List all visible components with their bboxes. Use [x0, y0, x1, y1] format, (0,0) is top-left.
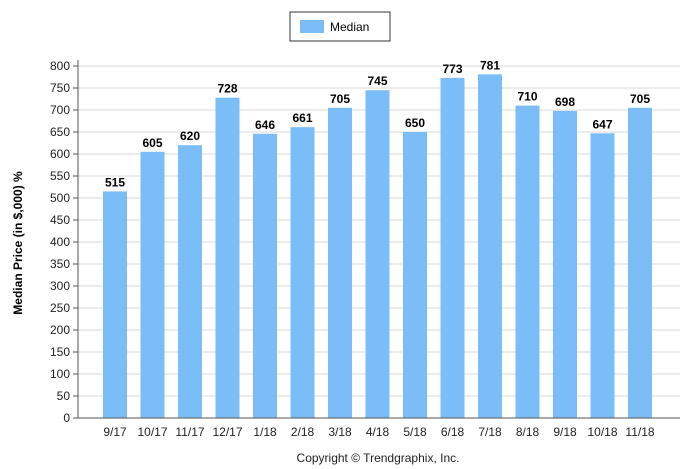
data-label-3-18: 705 [330, 92, 350, 106]
bar-12-17 [215, 97, 240, 419]
bar-7-18 [478, 74, 502, 419]
bar-9-17 [103, 191, 127, 418]
legend-swatch-median [300, 20, 324, 33]
data-label-9-17: 515 [105, 175, 125, 189]
y-axis: 0 50 100 150 200 250 300 350 400 450 500 550 600 650 7… [50, 59, 79, 425]
bar-2-18 [290, 127, 315, 418]
data-label-11-18: 705 [630, 92, 650, 106]
x-tick-label-11-17: 11/17 [175, 425, 204, 439]
bars [103, 74, 652, 419]
y-tick-label-700: 700 [50, 103, 70, 117]
data-label-4-18: 745 [367, 74, 387, 88]
y-tick-label-550: 550 [50, 169, 70, 183]
legend: Median [289, 11, 391, 42]
x-axis: 9/17 10/17 11/17 12/17 1/18 2/18 3/18 4/18 5/18 6… [78, 417, 680, 439]
bar-11-18 [628, 107, 652, 419]
bar-4-18 [365, 90, 390, 418]
x-tick-label-10-18: 10/18 [587, 425, 617, 439]
data-label-10-17: 605 [142, 136, 162, 150]
data-label-2-18: 661 [292, 111, 312, 125]
y-tick-label-600: 600 [50, 147, 70, 161]
y-tick-label-450: 450 [50, 213, 70, 227]
data-label-10-18: 647 [592, 117, 612, 131]
y-tick-label-400: 400 [50, 235, 70, 249]
bar-5-18 [403, 132, 427, 418]
x-tick-label-12-17: 12/17 [212, 425, 242, 439]
x-tick-label-9-18: 9/18 [553, 425, 577, 439]
y-tick-label-800: 800 [50, 59, 70, 73]
data-label-8-18: 710 [517, 90, 537, 104]
data-labels: 515 605 620 728 646 661 705 745 650 773 781 710 698 6… [105, 58, 650, 189]
copyright-text: Copyright © Trendgraphix, Inc. [297, 451, 460, 465]
bar-1-18 [253, 133, 277, 418]
x-tick-label-3-18: 3/18 [328, 425, 352, 439]
data-label-6-18: 773 [442, 62, 462, 76]
y-tick-label-150: 150 [50, 345, 70, 359]
bar-10-17 [140, 151, 165, 419]
data-label-5-18: 650 [405, 116, 425, 130]
x-tick-label-4-18: 4/18 [366, 425, 390, 439]
data-label-12-17: 728 [217, 82, 237, 96]
y-tick-label-200: 200 [50, 323, 70, 337]
x-tick-label-10-17: 10/17 [137, 425, 167, 439]
y-tick-label-100: 100 [50, 367, 70, 381]
data-label-7-18: 781 [480, 58, 500, 72]
legend-label-median: Median [330, 20, 369, 34]
y-axis-title: Median Price (in $,000) % [11, 171, 25, 315]
x-tick-label-7-18: 7/18 [478, 425, 502, 439]
x-tick-label-1-18: 1/18 [253, 425, 277, 439]
data-label-9-18: 698 [555, 95, 575, 109]
x-tick-label-9-17: 9/17 [103, 425, 127, 439]
bar-11-17 [178, 145, 202, 418]
y-tick-label-750: 750 [50, 81, 70, 95]
y-tick-label-500: 500 [50, 191, 70, 205]
bar-10-18 [590, 133, 615, 418]
y-tick-label-300: 300 [50, 279, 70, 293]
y-tick-label-0: 0 [63, 411, 70, 425]
x-tick-label-5-18: 5/18 [403, 425, 427, 439]
bar-6-18 [440, 77, 465, 418]
data-label-11-17: 620 [180, 129, 200, 143]
x-tick-label-6-18: 6/18 [441, 425, 465, 439]
x-tick-label-11-18: 11/18 [625, 425, 654, 439]
x-tick-label-8-18: 8/18 [516, 425, 540, 439]
data-label-1-18: 646 [255, 118, 275, 132]
y-tick-label-350: 350 [50, 257, 70, 271]
y-tick-label-250: 250 [50, 301, 70, 315]
y-tick-label-650: 650 [50, 125, 70, 139]
bar-8-18 [515, 105, 540, 418]
bar-3-18 [328, 107, 352, 419]
bar-9-18 [553, 110, 577, 418]
x-tick-label-2-18: 2/18 [291, 425, 315, 439]
y-tick-label-50: 50 [57, 389, 71, 403]
